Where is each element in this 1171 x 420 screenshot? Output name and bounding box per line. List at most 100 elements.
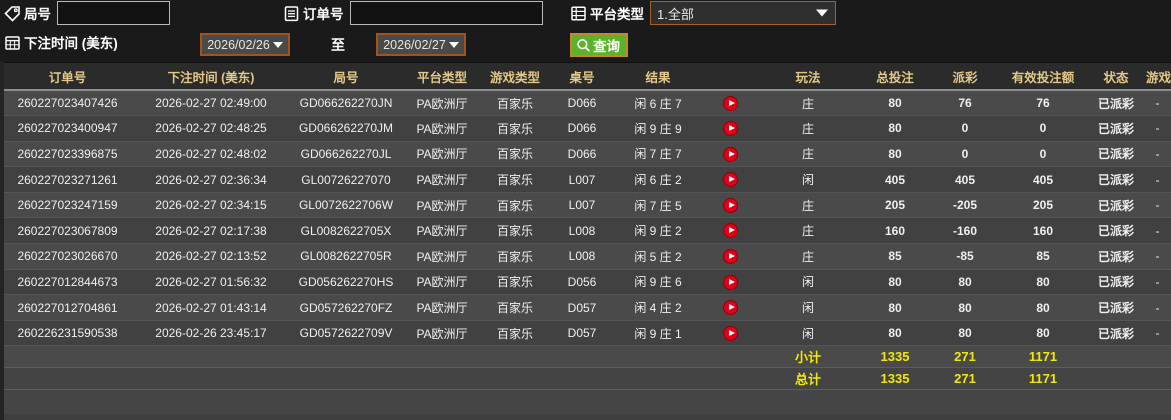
cell-bet-time: 2026-02-27 02:49:00 [135, 90, 287, 117]
play-icon[interactable] [723, 172, 738, 188]
platform-type-select[interactable]: 1.全部 [650, 1, 836, 25]
table-header-row: 订单号 下注时间 (美东) 局号 平台类型 游戏类型 桌号 结果 玩法 总投注 … [0, 63, 1171, 91]
col-platform[interactable]: 平台类型 [405, 63, 479, 91]
order-no-input[interactable] [349, 1, 543, 25]
cell-result-video [703, 243, 758, 270]
query-button[interactable]: 查询 [570, 33, 628, 57]
cell-play-type: 庄 [758, 192, 858, 219]
table-row[interactable]: 260227012844673 2026-02-27 01:56:32 GD0562… [0, 269, 1171, 296]
cell-total-bet: 80 [858, 141, 932, 168]
cell-table-no: D057 [551, 294, 613, 321]
col-bet-time[interactable]: 下注时间 (美东) [135, 63, 287, 91]
play-icon[interactable] [723, 121, 738, 137]
filter-bet-time: 下注时间 (美东) [4, 32, 118, 52]
filter-bar: 局号 订单号 平台类型 1.全部 [0, 0, 1171, 62]
table-row[interactable]: 260227023067809 2026-02-27 02:17:38 GL0082… [0, 217, 1171, 245]
cell-game: - [1144, 217, 1171, 245]
cell-play-type: 庄 [758, 90, 858, 117]
table-row[interactable]: 260227023396875 2026-02-27 02:48:02 GD0662… [0, 141, 1171, 168]
cell-payout: -205 [932, 192, 998, 219]
cell-table-no: D056 [551, 269, 613, 296]
play-icon[interactable] [723, 274, 738, 290]
table-row[interactable]: 260227023400947 2026-02-27 02:48:25 GD0662… [0, 115, 1171, 142]
cell-bet-time: 2026-02-27 02:48:02 [135, 141, 287, 168]
col-status[interactable]: 状态 [1088, 63, 1144, 91]
cell-play-type: 庄 [758, 115, 858, 142]
summary-valid-bet: 1171 [998, 345, 1088, 369]
cell-play-type: 闲 [758, 269, 858, 296]
cell-payout: 80 [932, 294, 998, 321]
filter-platform-type: 平台类型 1.全部 [570, 1, 836, 25]
cell-payout: 76 [932, 90, 998, 117]
cell-result: 闲 6 庄 7 [613, 90, 703, 117]
col-table-no[interactable]: 桌号 [551, 63, 613, 91]
col-payout[interactable]: 派彩 [932, 63, 998, 91]
cell-result: 闲 5 庄 2 [613, 243, 703, 270]
play-icon[interactable] [723, 249, 738, 265]
cell-table-no: D066 [551, 90, 613, 117]
cell-game-type: 百家乐 [479, 269, 551, 296]
round-no-input[interactable] [57, 1, 170, 25]
col-result[interactable]: 结果 [613, 63, 703, 91]
cell-total-bet: 405 [858, 166, 932, 193]
chevron-down-icon [816, 9, 828, 17]
cell-play-type: 闲 [758, 294, 858, 321]
col-game-type[interactable]: 游戏类型 [479, 63, 551, 91]
summary-total-bet: 1335 [858, 345, 932, 369]
cell-payout: 0 [932, 141, 998, 168]
calendar-icon [4, 34, 21, 51]
play-icon[interactable] [723, 95, 738, 111]
cell-round-no: GL00726227070 [287, 166, 405, 193]
col-game[interactable]: 游戏 [1144, 63, 1171, 91]
cell-game-type: 百家乐 [479, 320, 551, 347]
date-from-button[interactable]: 2026/02/26 [200, 33, 290, 56]
table-row[interactable]: 260227023247159 2026-02-27 02:34:15 GL0072… [0, 192, 1171, 219]
cell-round-no: GD066262270JL [287, 141, 405, 168]
chevron-down-icon [272, 41, 283, 48]
summary-row: 小计 1335 271 1171 [0, 345, 1171, 369]
cell-play-type: 闲 [758, 320, 858, 347]
summary-label: 小计 [758, 345, 858, 369]
summary-total-bet: 1335 [858, 367, 932, 391]
col-total-bet[interactable]: 总投注 [858, 63, 932, 91]
query-button-label: 查询 [593, 39, 620, 54]
cell-round-no: GD066262270JN [287, 90, 405, 117]
col-play-type[interactable]: 玩法 [758, 63, 858, 91]
cell-valid-bet: 76 [998, 90, 1088, 117]
table-row[interactable]: 260227023407426 2026-02-27 02:49:00 GD0662… [0, 90, 1171, 117]
cell-bet-time: 2026-02-27 01:43:14 [135, 294, 287, 321]
cell-order-no: 260227012704861 [0, 294, 135, 321]
cell-result: 闲 9 庄 6 [613, 269, 703, 296]
play-icon[interactable] [723, 223, 738, 239]
cell-platform: PA欧洲厅 [405, 294, 479, 321]
col-order-no[interactable]: 订单号 [0, 63, 135, 91]
table-row[interactable]: 260227023271261 2026-02-27 02:36:34 GL0072… [0, 166, 1171, 193]
cell-valid-bet: 0 [998, 141, 1088, 168]
cell-total-bet: 160 [858, 217, 932, 245]
table-row[interactable]: 260227023026670 2026-02-27 02:13:52 GL0082… [0, 243, 1171, 270]
status-badge: 已派彩 [1088, 269, 1144, 296]
cell-payout: 0 [932, 115, 998, 142]
cell-game: - [1144, 294, 1171, 321]
play-icon[interactable] [723, 197, 738, 213]
tag-icon [4, 5, 21, 22]
status-badge: 已派彩 [1088, 115, 1144, 142]
play-icon[interactable] [723, 325, 738, 341]
cell-order-no: 260227023407426 [0, 90, 135, 117]
cell-payout: 80 [932, 269, 998, 296]
cell-total-bet: 80 [858, 115, 932, 142]
cell-game: - [1144, 115, 1171, 142]
cell-game-type: 百家乐 [479, 166, 551, 193]
col-valid-bet[interactable]: 有效投注额 [998, 63, 1088, 91]
table-row[interactable]: 260227012704861 2026-02-27 01:43:14 GD0572… [0, 294, 1171, 321]
cell-round-no: GD057262270FZ [287, 294, 405, 321]
cell-valid-bet: 85 [998, 243, 1088, 270]
play-icon[interactable] [723, 300, 738, 316]
cell-platform: PA欧洲厅 [405, 192, 479, 219]
col-round-no[interactable]: 局号 [287, 63, 405, 91]
cell-payout: 80 [932, 320, 998, 347]
play-icon[interactable] [723, 146, 738, 162]
date-to-button[interactable]: 2026/02/27 [376, 33, 466, 56]
table-row[interactable]: 260226231590538 2026-02-26 23:45:17 GD0572… [0, 320, 1171, 347]
